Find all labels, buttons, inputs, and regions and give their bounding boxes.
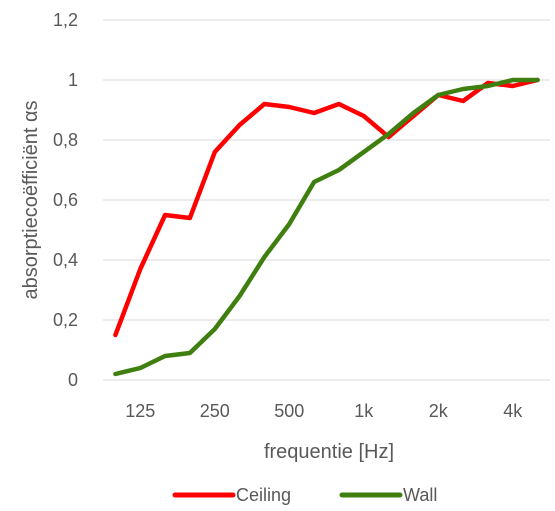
- y-axis-title: absorptiecoëfficiënt αs: [20, 100, 42, 299]
- series-lines: [113, 77, 540, 377]
- legend-label-wall: Wall: [403, 485, 437, 505]
- y-tick-label: 0,2: [53, 310, 78, 330]
- x-tick-label: 500: [274, 401, 304, 421]
- series-line-wall: [113, 77, 540, 377]
- x-axis-title: frequentie [Hz]: [264, 441, 394, 463]
- y-tick-label: 0,4: [53, 250, 78, 270]
- y-tick-label: 0,8: [53, 130, 78, 150]
- x-tick-label: 1k: [354, 401, 374, 421]
- y-tick-label: 0,6: [53, 190, 78, 210]
- legend: Ceiling Wall: [172, 485, 437, 505]
- legend-label-ceiling: Ceiling: [236, 485, 291, 505]
- x-tick-labels: 125 250 500 1k 2k 4k: [125, 401, 523, 421]
- grid-lines: [103, 19, 550, 381]
- y-tick-label: 1,2: [53, 10, 78, 30]
- x-tick-label: 2k: [429, 401, 449, 421]
- x-tick-label: 125: [125, 401, 155, 421]
- x-tick-label: 4k: [503, 401, 523, 421]
- y-tick-label: 0: [68, 370, 78, 390]
- series-line-ceiling: [113, 77, 540, 338]
- y-tick-labels: 0 0,2 0,4 0,6 0,8 1 1,2: [53, 10, 78, 390]
- x-tick-label: 250: [200, 401, 230, 421]
- y-tick-label: 1: [68, 70, 78, 90]
